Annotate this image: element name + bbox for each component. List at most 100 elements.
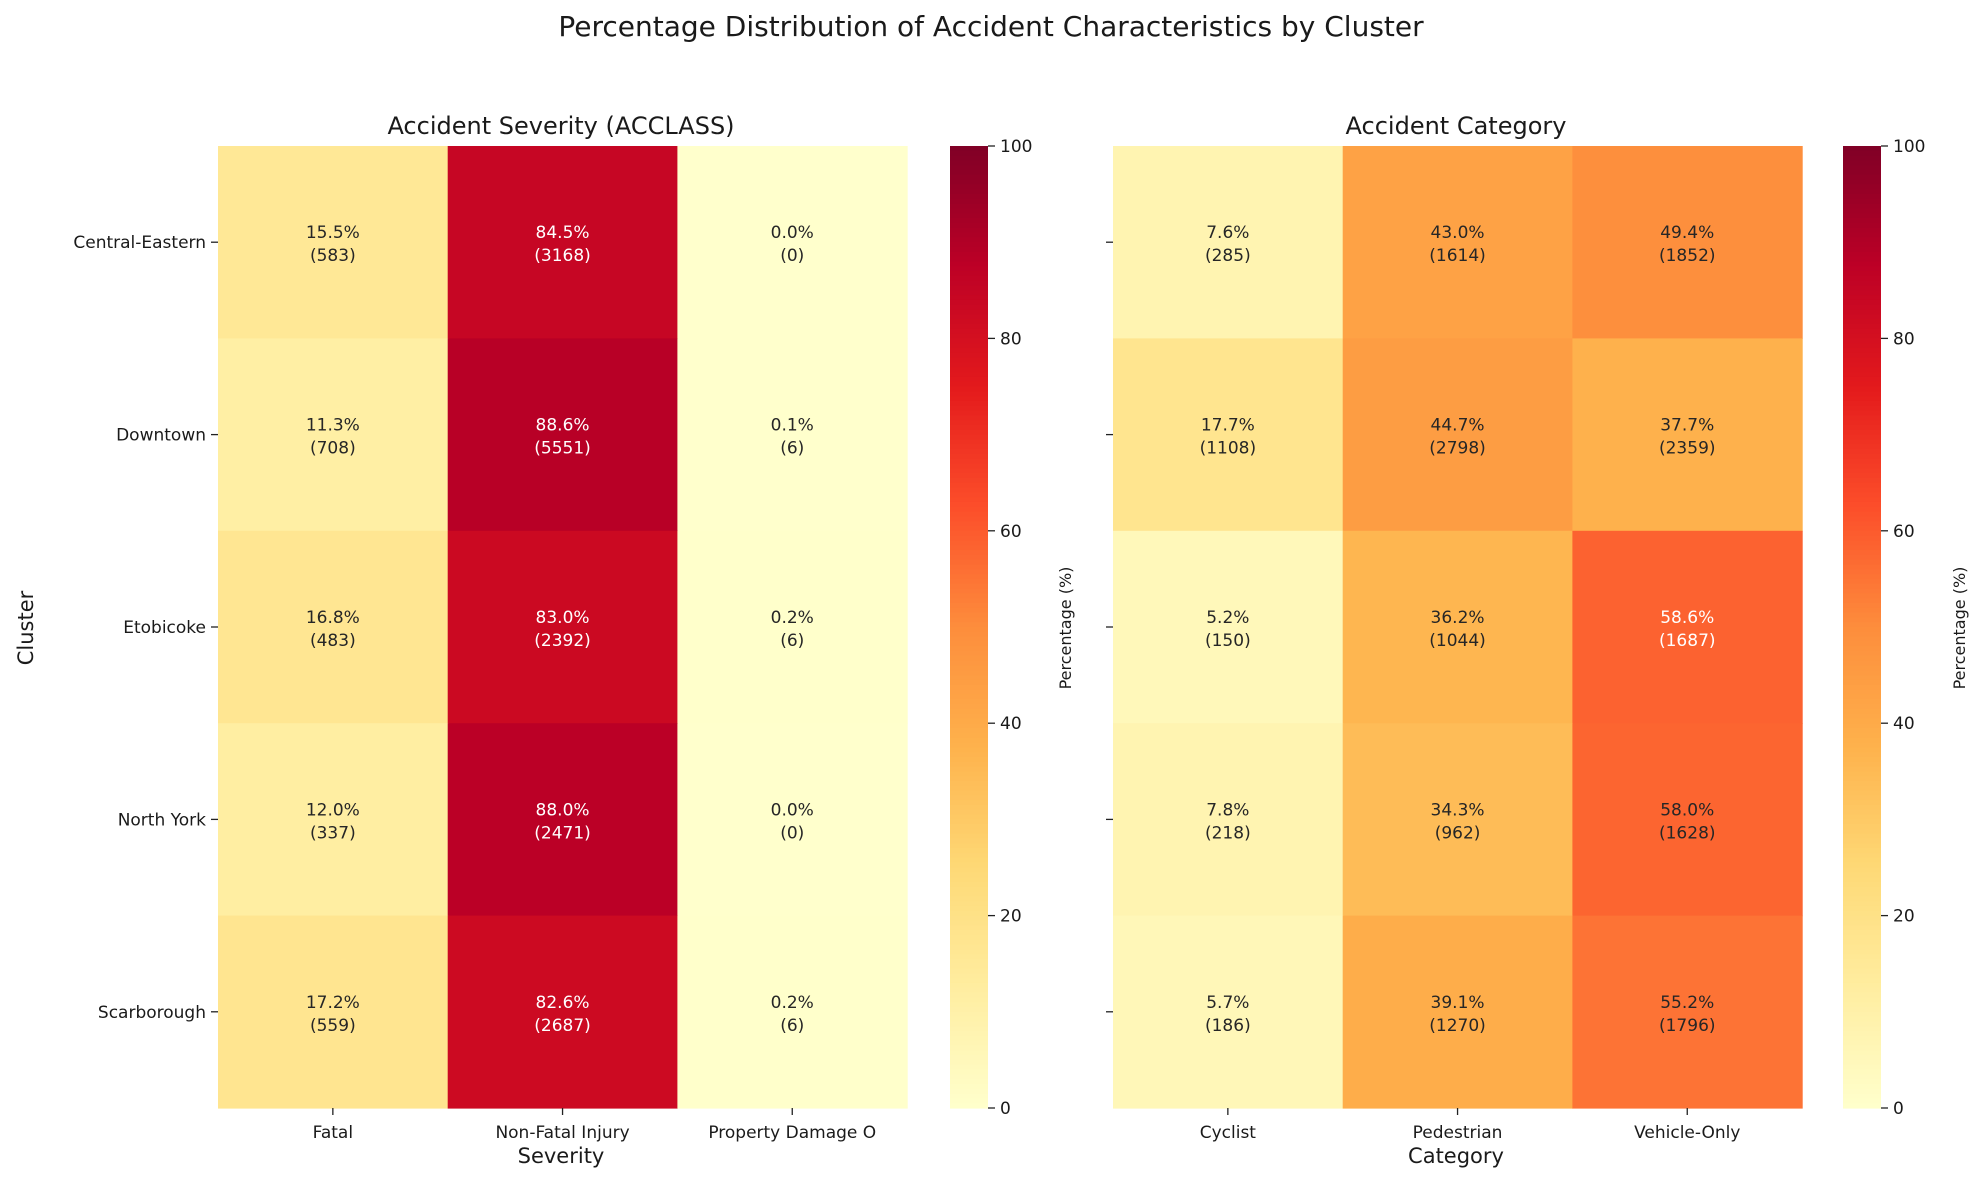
colorbar-segment: [950, 348, 988, 354]
colorbar-segment: [1843, 804, 1881, 811]
colorbar-segment: [1843, 978, 1881, 984]
colorbar-segment: [1843, 905, 1881, 912]
colorbar-segment: [950, 881, 988, 888]
colorbar-segment: [950, 602, 988, 609]
colorbar-segment: [950, 314, 988, 320]
colorbar-segment: [1843, 237, 1881, 243]
colorbar-segment: [1843, 458, 1881, 465]
cell-count-label: (218): [1205, 823, 1251, 843]
heatmap-cell: [447, 915, 678, 1109]
colorbar-segment: [950, 910, 988, 917]
colorbar-segment: [1843, 386, 1881, 392]
colorbar-segment: [1843, 184, 1881, 190]
colorbar-segment: [950, 1050, 988, 1056]
colorbar-segment: [1843, 1026, 1881, 1032]
colorbar-segment: [950, 506, 988, 513]
colorbar-segment: [1843, 934, 1881, 941]
colorbar-segment: [950, 814, 988, 820]
colorbar-segment: [1843, 487, 1881, 493]
colorbar-segment: [950, 790, 988, 796]
colorbar-segment: [1843, 670, 1881, 676]
colorbar-segment: [950, 973, 988, 979]
colorbar-tick-label: 0: [1000, 1099, 1011, 1119]
colorbar-segment: [950, 622, 988, 628]
colorbar-segment: [950, 242, 988, 248]
cell-count-label: (1796): [1659, 1016, 1716, 1036]
cell-percent-label: 84.5%: [536, 223, 590, 243]
cell-percent-label: 82.6%: [536, 993, 590, 1013]
colorbar-segment: [1843, 684, 1881, 691]
colorbar-segment: [1843, 910, 1881, 917]
colorbar-segment: [1843, 569, 1881, 575]
cell-count-label: (150): [1205, 631, 1251, 651]
colorbar-segment: [1843, 1079, 1881, 1085]
colorbar-segment: [950, 251, 988, 258]
colorbar-segment: [1843, 218, 1881, 224]
colorbar-segment: [1843, 1103, 1881, 1109]
heatmap-cell: [218, 146, 449, 339]
colorbar-segment: [1843, 280, 1881, 287]
colorbar-segment: [1843, 338, 1881, 344]
colorbar-segment: [1843, 814, 1881, 820]
colorbar-segment: [950, 372, 988, 378]
colorbar-segment: [950, 150, 988, 157]
colorbar-segment: [950, 978, 988, 984]
heatmap-cell: [677, 723, 908, 917]
colorbar-segment: [1843, 449, 1881, 455]
colorbar-segment: [950, 891, 988, 897]
colorbar-tick-label: 20: [1893, 907, 1915, 927]
colorbar-segment: [1843, 958, 1881, 965]
colorbar-segment: [950, 160, 988, 166]
colorbar-segment: [1843, 323, 1881, 330]
colorbar-segment: [950, 1079, 988, 1085]
colorbar-segment: [950, 362, 988, 368]
colorbar-segment: [950, 458, 988, 465]
cell-percent-label: 7.8%: [1206, 800, 1249, 820]
colorbar-segment: [950, 1011, 988, 1018]
category-heatmap-cells: 7.6% (285) 43.0% (1614) 49.4% (1852) 17.7% (110…: [1106, 146, 1803, 1143]
colorbar-segment: [1843, 516, 1881, 522]
colorbar-segment: [1843, 867, 1881, 873]
colorbar-segment: [950, 319, 988, 325]
colorbar-segment: [950, 530, 988, 537]
colorbar-segment: [950, 473, 988, 479]
colorbar-segment: [950, 588, 988, 594]
colorbar-segment: [950, 598, 988, 604]
cell-count-label: (2392): [534, 631, 591, 651]
colorbar-tick-label: 80: [1893, 329, 1915, 349]
colorbar-segment: [950, 328, 988, 335]
colorbar-segment: [950, 641, 988, 647]
colorbar-segment: [1843, 208, 1881, 214]
colorbar-tick-label: 100: [1000, 137, 1032, 157]
colorbar-segment: [950, 155, 988, 162]
cell-count-label: (1628): [1659, 823, 1716, 843]
colorbar-segment: [1843, 588, 1881, 594]
colorbar-segment: [1843, 593, 1881, 599]
severity-heatmap-title: Accident Severity (ACCLASS): [387, 112, 734, 140]
colorbar-segment: [950, 376, 988, 383]
colorbar-segment: [1843, 295, 1881, 301]
colorbar-segment: [1843, 617, 1881, 623]
heatmap-cell: [1342, 530, 1573, 724]
cell-count-label: (962): [1435, 823, 1481, 843]
cell-percent-label: 44.7%: [1431, 416, 1485, 436]
cell-count-label: (1270): [1429, 1016, 1486, 1036]
colorbar-segment: [1843, 655, 1881, 662]
colorbar-segment: [950, 896, 988, 902]
colorbar-segment: [950, 434, 988, 441]
colorbar-segment: [1843, 703, 1881, 710]
colorbar-segment: [1843, 376, 1881, 383]
colorbar-segment: [950, 439, 988, 445]
colorbar-segment: [1843, 583, 1881, 590]
colorbar-segment: [1843, 776, 1881, 782]
colorbar-segment: [950, 833, 988, 840]
colorbar-segment: [1843, 501, 1881, 508]
colorbar-segment: [1843, 1050, 1881, 1056]
colorbar-segment: [950, 189, 988, 195]
colorbar-segment: [1843, 790, 1881, 796]
heatmap-cell: [218, 723, 449, 917]
cell-percent-label: 55.2%: [1660, 993, 1714, 1013]
colorbar-segment: [1843, 915, 1881, 922]
heatmap-cell: [1572, 338, 1803, 532]
colorbar-segment: [1843, 872, 1881, 878]
